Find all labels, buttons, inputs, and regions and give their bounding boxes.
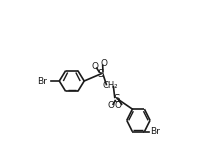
Text: Br: Br — [37, 76, 47, 86]
Text: Br: Br — [150, 127, 160, 136]
Text: O: O — [92, 62, 99, 71]
Text: O: O — [101, 59, 108, 68]
Text: O: O — [108, 101, 115, 110]
Text: S: S — [114, 94, 120, 104]
Text: CH₂: CH₂ — [102, 81, 118, 90]
Text: O: O — [115, 101, 122, 110]
Text: S: S — [98, 69, 104, 79]
